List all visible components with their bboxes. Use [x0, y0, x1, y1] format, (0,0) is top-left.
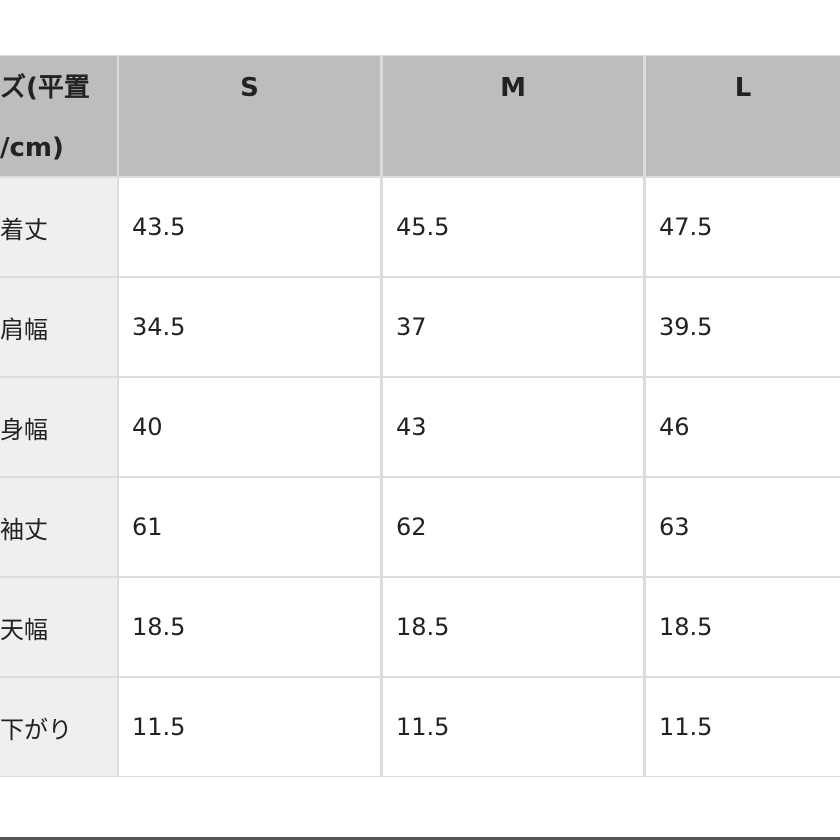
table-cell: 63 [646, 478, 840, 576]
table-cell: 43.5 [119, 178, 380, 276]
table-cell: 46 [646, 378, 840, 476]
row-label: 天幅 [0, 578, 117, 676]
corner-text: /cm) [0, 133, 64, 163]
table-cell: 45.5 [383, 178, 643, 276]
column-header: L [646, 56, 840, 176]
row-label: 着丈 [0, 178, 117, 276]
header-corner: ズ(平置/cm) [0, 56, 117, 176]
table-cell: 11.5 [119, 678, 380, 776]
table-cell: 37 [383, 278, 643, 376]
table-cell: 18.5 [646, 578, 840, 676]
column-header: M [383, 56, 643, 176]
row-label: 肩幅 [0, 278, 117, 376]
column-header: S [119, 56, 380, 176]
table-cell: 43 [383, 378, 643, 476]
table-cell: 18.5 [383, 578, 643, 676]
size-table: ズ(平置/cm) S M L 着丈 43.5 45.5 47.5 肩幅 34.5 37 39.5 身幅 4… [0, 55, 840, 777]
table-cell: 62 [383, 478, 643, 576]
row-label: 下がり [0, 678, 117, 776]
table-cell: 61 [119, 478, 380, 576]
row-label: 袖丈 [0, 478, 117, 576]
table-cell: 11.5 [383, 678, 643, 776]
corner-text: ズ(平置 [0, 73, 90, 103]
table-cell: 39.5 [646, 278, 840, 376]
table-cell: 11.5 [646, 678, 840, 776]
row-label: 身幅 [0, 378, 117, 476]
table-cell: 18.5 [119, 578, 380, 676]
divider [0, 837, 840, 840]
table-cell: 34.5 [119, 278, 380, 376]
table-cell: 40 [119, 378, 380, 476]
table-cell: 47.5 [646, 178, 840, 276]
